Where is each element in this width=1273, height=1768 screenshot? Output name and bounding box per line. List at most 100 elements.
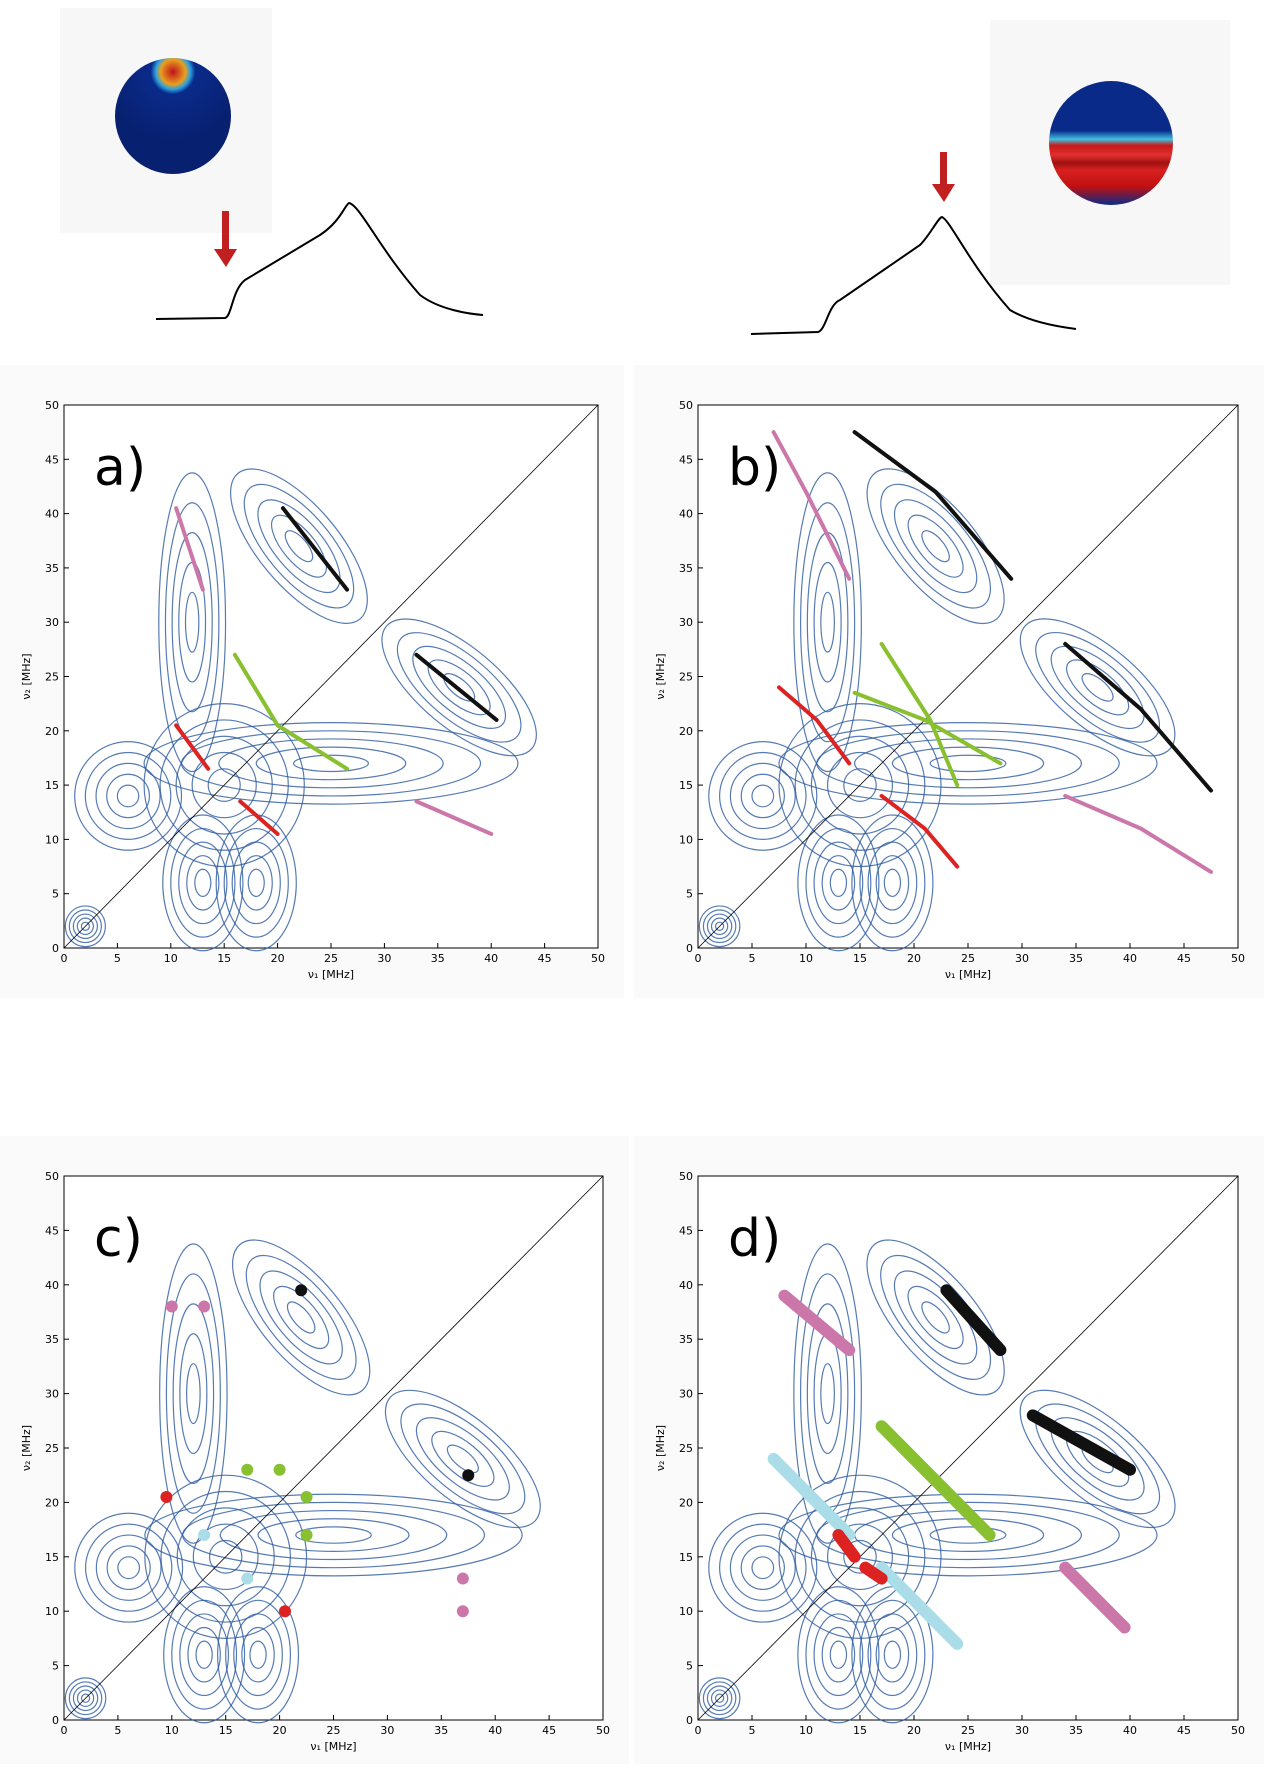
contour	[431, 1430, 495, 1487]
contour	[729, 1534, 796, 1601]
contour	[245, 1254, 357, 1380]
y-axis-label: ν₂ [MHz]	[654, 653, 667, 699]
contour	[230, 468, 368, 624]
contour	[880, 1254, 992, 1380]
contour	[797, 814, 880, 952]
marker	[241, 1572, 254, 1585]
marker	[198, 1529, 211, 1542]
x-axis-label: ν₁ [MHz]	[310, 1740, 356, 1753]
contour	[412, 645, 507, 729]
contour	[778, 1493, 1158, 1577]
x-tick-label: 45	[538, 952, 552, 965]
x-tick-label: 40	[488, 1724, 502, 1737]
y-tick-label: 45	[679, 1224, 693, 1237]
sphere-inset	[60, 8, 272, 233]
ridge-line	[280, 506, 350, 592]
panel-label: d)	[728, 1209, 781, 1269]
spectrum	[750, 215, 1077, 335]
contour	[859, 827, 926, 938]
contour	[851, 814, 934, 952]
x-tick-label: 20	[271, 952, 285, 965]
contour	[192, 1523, 259, 1591]
contour	[875, 1626, 910, 1683]
contour	[710, 917, 729, 936]
contour	[186, 855, 220, 911]
contour	[1081, 673, 1114, 702]
y-tick-label: 10	[45, 833, 59, 846]
x-tick-label: 45	[542, 1724, 556, 1737]
y-tick-label: 10	[679, 1605, 693, 1618]
y-tick-label: 25	[45, 671, 59, 684]
ridge-line	[238, 799, 280, 836]
y-tick-label: 0	[52, 1714, 59, 1727]
ridge-line	[1059, 1561, 1131, 1634]
y-tick-label: 45	[45, 453, 59, 466]
contour	[821, 1626, 856, 1683]
contour	[295, 1526, 372, 1544]
ridge-line	[852, 430, 1014, 581]
y-tick-label: 40	[45, 1279, 59, 1292]
y-tick-label: 5	[52, 1660, 59, 1673]
y-tick-label: 20	[679, 725, 693, 738]
x-tick-label: 20	[907, 1724, 921, 1737]
contour	[208, 1539, 243, 1574]
y-tick-label: 30	[679, 616, 693, 629]
contour	[740, 773, 786, 819]
contour	[729, 762, 796, 830]
contour	[106, 773, 151, 819]
x-tick-label: 15	[853, 1724, 867, 1737]
marker	[456, 1572, 469, 1585]
x-tick-label: 0	[61, 1724, 68, 1737]
x-tick-label: 35	[434, 1724, 448, 1737]
y-tick-label: 25	[679, 1442, 693, 1455]
contour	[880, 483, 992, 609]
contour	[162, 814, 244, 952]
contour	[751, 784, 775, 808]
x-axis-label: ν₁ [MHz]	[945, 968, 991, 981]
x-tick-label: 10	[799, 1724, 813, 1737]
panel: 0 5 10 15 20 25 30 35 40 45 50 0 5 10 15 20 25 30 35 40 45 50…	[634, 365, 1264, 998]
y-tick-label: 50	[45, 1170, 59, 1183]
contour	[186, 1363, 201, 1425]
x-tick-label: 30	[380, 1724, 394, 1737]
x-tick-label: 20	[907, 952, 921, 965]
ridge-line	[879, 793, 960, 869]
panel: 0 5 10 15 20 25 30 35 40 45 50 0 5 10 15 20 25 30 35 40 45 50…	[0, 1136, 629, 1768]
contour	[144, 1493, 523, 1577]
contour	[810, 1507, 910, 1607]
y-tick-label: 15	[45, 1551, 59, 1564]
contour	[698, 1677, 741, 1720]
contour	[178, 841, 228, 925]
contour	[702, 909, 737, 944]
ridge-line	[174, 723, 211, 771]
y-tick-label: 15	[679, 1551, 693, 1564]
ridge-line	[875, 1420, 996, 1542]
contour	[76, 1689, 95, 1707]
contour	[826, 751, 893, 819]
y-tick-label: 40	[679, 1279, 693, 1292]
contour	[778, 722, 1158, 805]
marker	[273, 1463, 286, 1476]
contour	[866, 468, 1005, 625]
panel-label: a)	[94, 438, 146, 498]
contour	[116, 784, 140, 808]
arrow	[214, 211, 237, 267]
marker	[165, 1300, 178, 1313]
contour	[829, 868, 848, 898]
contour	[810, 735, 910, 835]
contour	[799, 502, 856, 743]
diagonal	[63, 404, 599, 949]
contour	[219, 1509, 448, 1561]
contour	[172, 1303, 215, 1484]
panel-label: c)	[94, 1209, 143, 1269]
contour	[813, 561, 842, 683]
contour	[794, 1490, 926, 1623]
x-tick-label: 45	[1177, 952, 1191, 965]
contour	[883, 1640, 902, 1669]
x-axis-label: ν₁ [MHz]	[945, 1740, 991, 1753]
y-tick-label: 30	[45, 1388, 59, 1401]
ridge-line	[1063, 793, 1213, 874]
contour	[241, 1626, 275, 1683]
contour	[907, 1285, 964, 1350]
contour	[820, 1363, 835, 1425]
